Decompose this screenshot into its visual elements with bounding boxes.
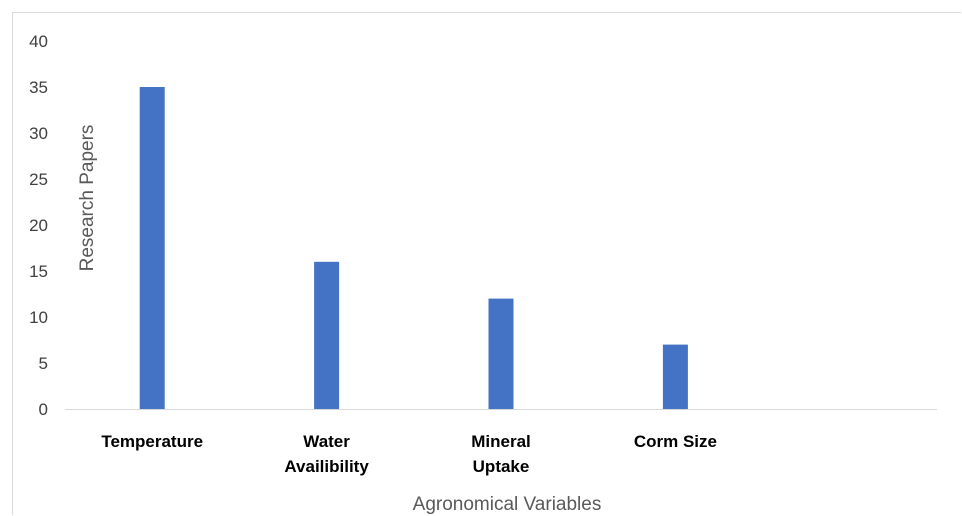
bar [314,261,340,409]
y-tick-label: 15 [29,262,48,281]
chart-area [12,12,961,515]
x-axis-title: Agronomical Variables [413,494,602,515]
y-tick-label: 40 [29,32,48,51]
y-tick-label: 30 [29,124,48,143]
y-tick-label: 0 [39,400,48,419]
x-category-label: Temperature [101,432,203,451]
x-category-label: Corm Size [634,432,717,451]
y-tick-label: 35 [29,78,48,97]
x-category-label: Mineral Uptake [471,432,531,476]
y-tick-label: 25 [29,170,48,189]
y-axis-title: Research Papers [77,125,98,272]
bar [488,298,514,409]
x-axis-category-labels: Temperature Water Availibility Mineral Uptak… [101,432,717,476]
x-category-label: Water Availibility [284,432,369,476]
y-axis-ticks: 0 5 10 15 20 25 30 35 40 [29,32,48,419]
bars-group [139,87,688,409]
y-tick-label: 20 [29,216,48,235]
y-tick-label: 5 [39,354,48,373]
y-tick-label: 10 [29,308,48,327]
bar [662,344,688,409]
bar [139,87,165,409]
